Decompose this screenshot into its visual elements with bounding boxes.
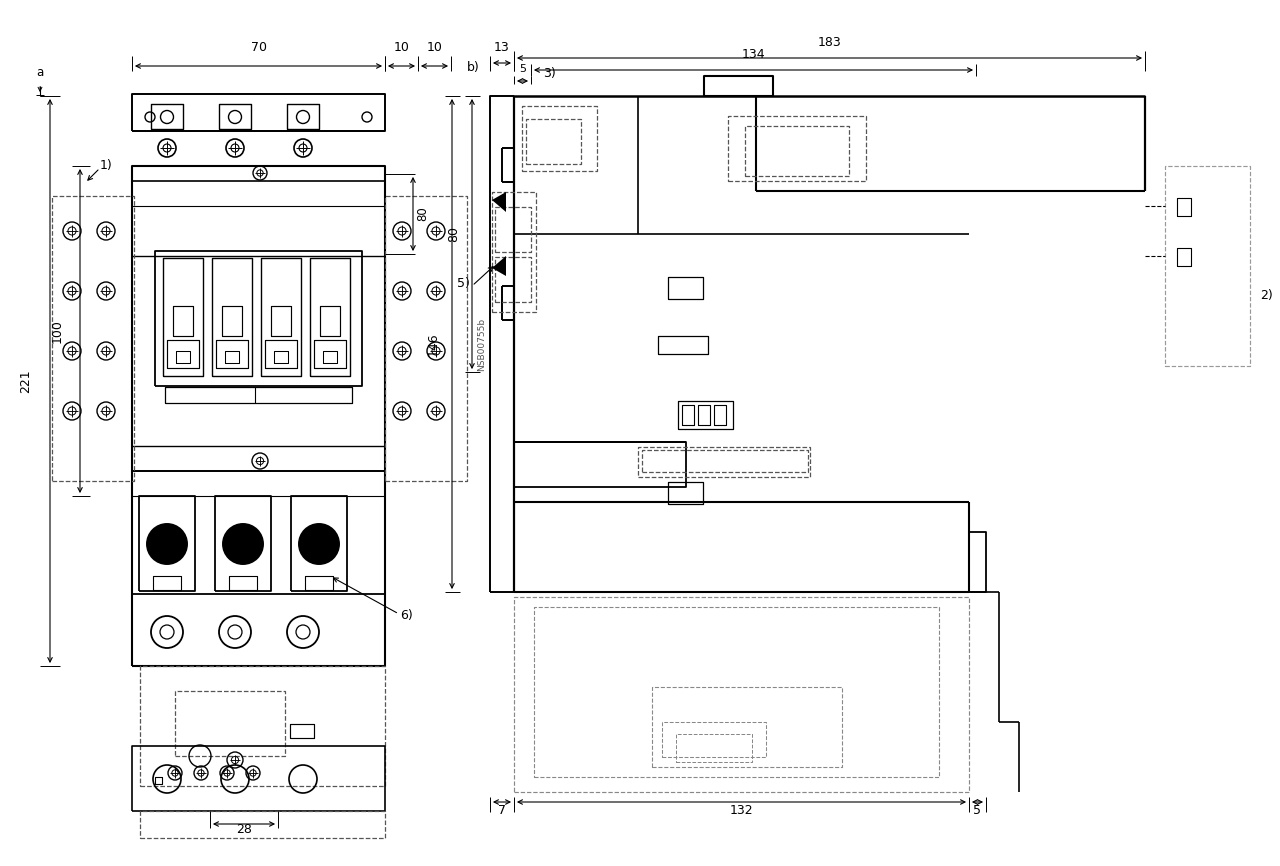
Polygon shape	[492, 256, 506, 276]
Text: 100: 100	[51, 319, 64, 343]
Text: 13: 13	[494, 41, 509, 54]
Text: 6): 6)	[399, 610, 412, 623]
Text: 183: 183	[818, 36, 841, 49]
Text: a: a	[36, 67, 44, 80]
Text: b): b)	[467, 61, 480, 74]
Text: 80: 80	[447, 226, 460, 242]
Polygon shape	[492, 192, 506, 212]
Text: 2): 2)	[1260, 289, 1272, 302]
Circle shape	[147, 524, 187, 564]
Text: 10: 10	[426, 41, 443, 54]
Text: NSB00755b: NSB00755b	[477, 318, 486, 371]
Text: 5: 5	[974, 804, 982, 817]
Text: 80: 80	[416, 207, 429, 222]
Text: 70: 70	[251, 41, 266, 54]
Text: 3): 3)	[543, 68, 556, 81]
Text: 5: 5	[518, 64, 526, 74]
Text: 134: 134	[741, 48, 765, 61]
Text: 7: 7	[498, 804, 506, 817]
Text: 132: 132	[730, 804, 754, 817]
Circle shape	[223, 524, 262, 564]
Text: 146: 146	[428, 333, 440, 356]
Circle shape	[300, 524, 339, 564]
Text: 1): 1)	[100, 159, 113, 172]
Text: 28: 28	[236, 823, 252, 836]
Text: 5): 5)	[457, 277, 470, 290]
Text: 10: 10	[393, 41, 410, 54]
Text: 221: 221	[19, 369, 32, 393]
